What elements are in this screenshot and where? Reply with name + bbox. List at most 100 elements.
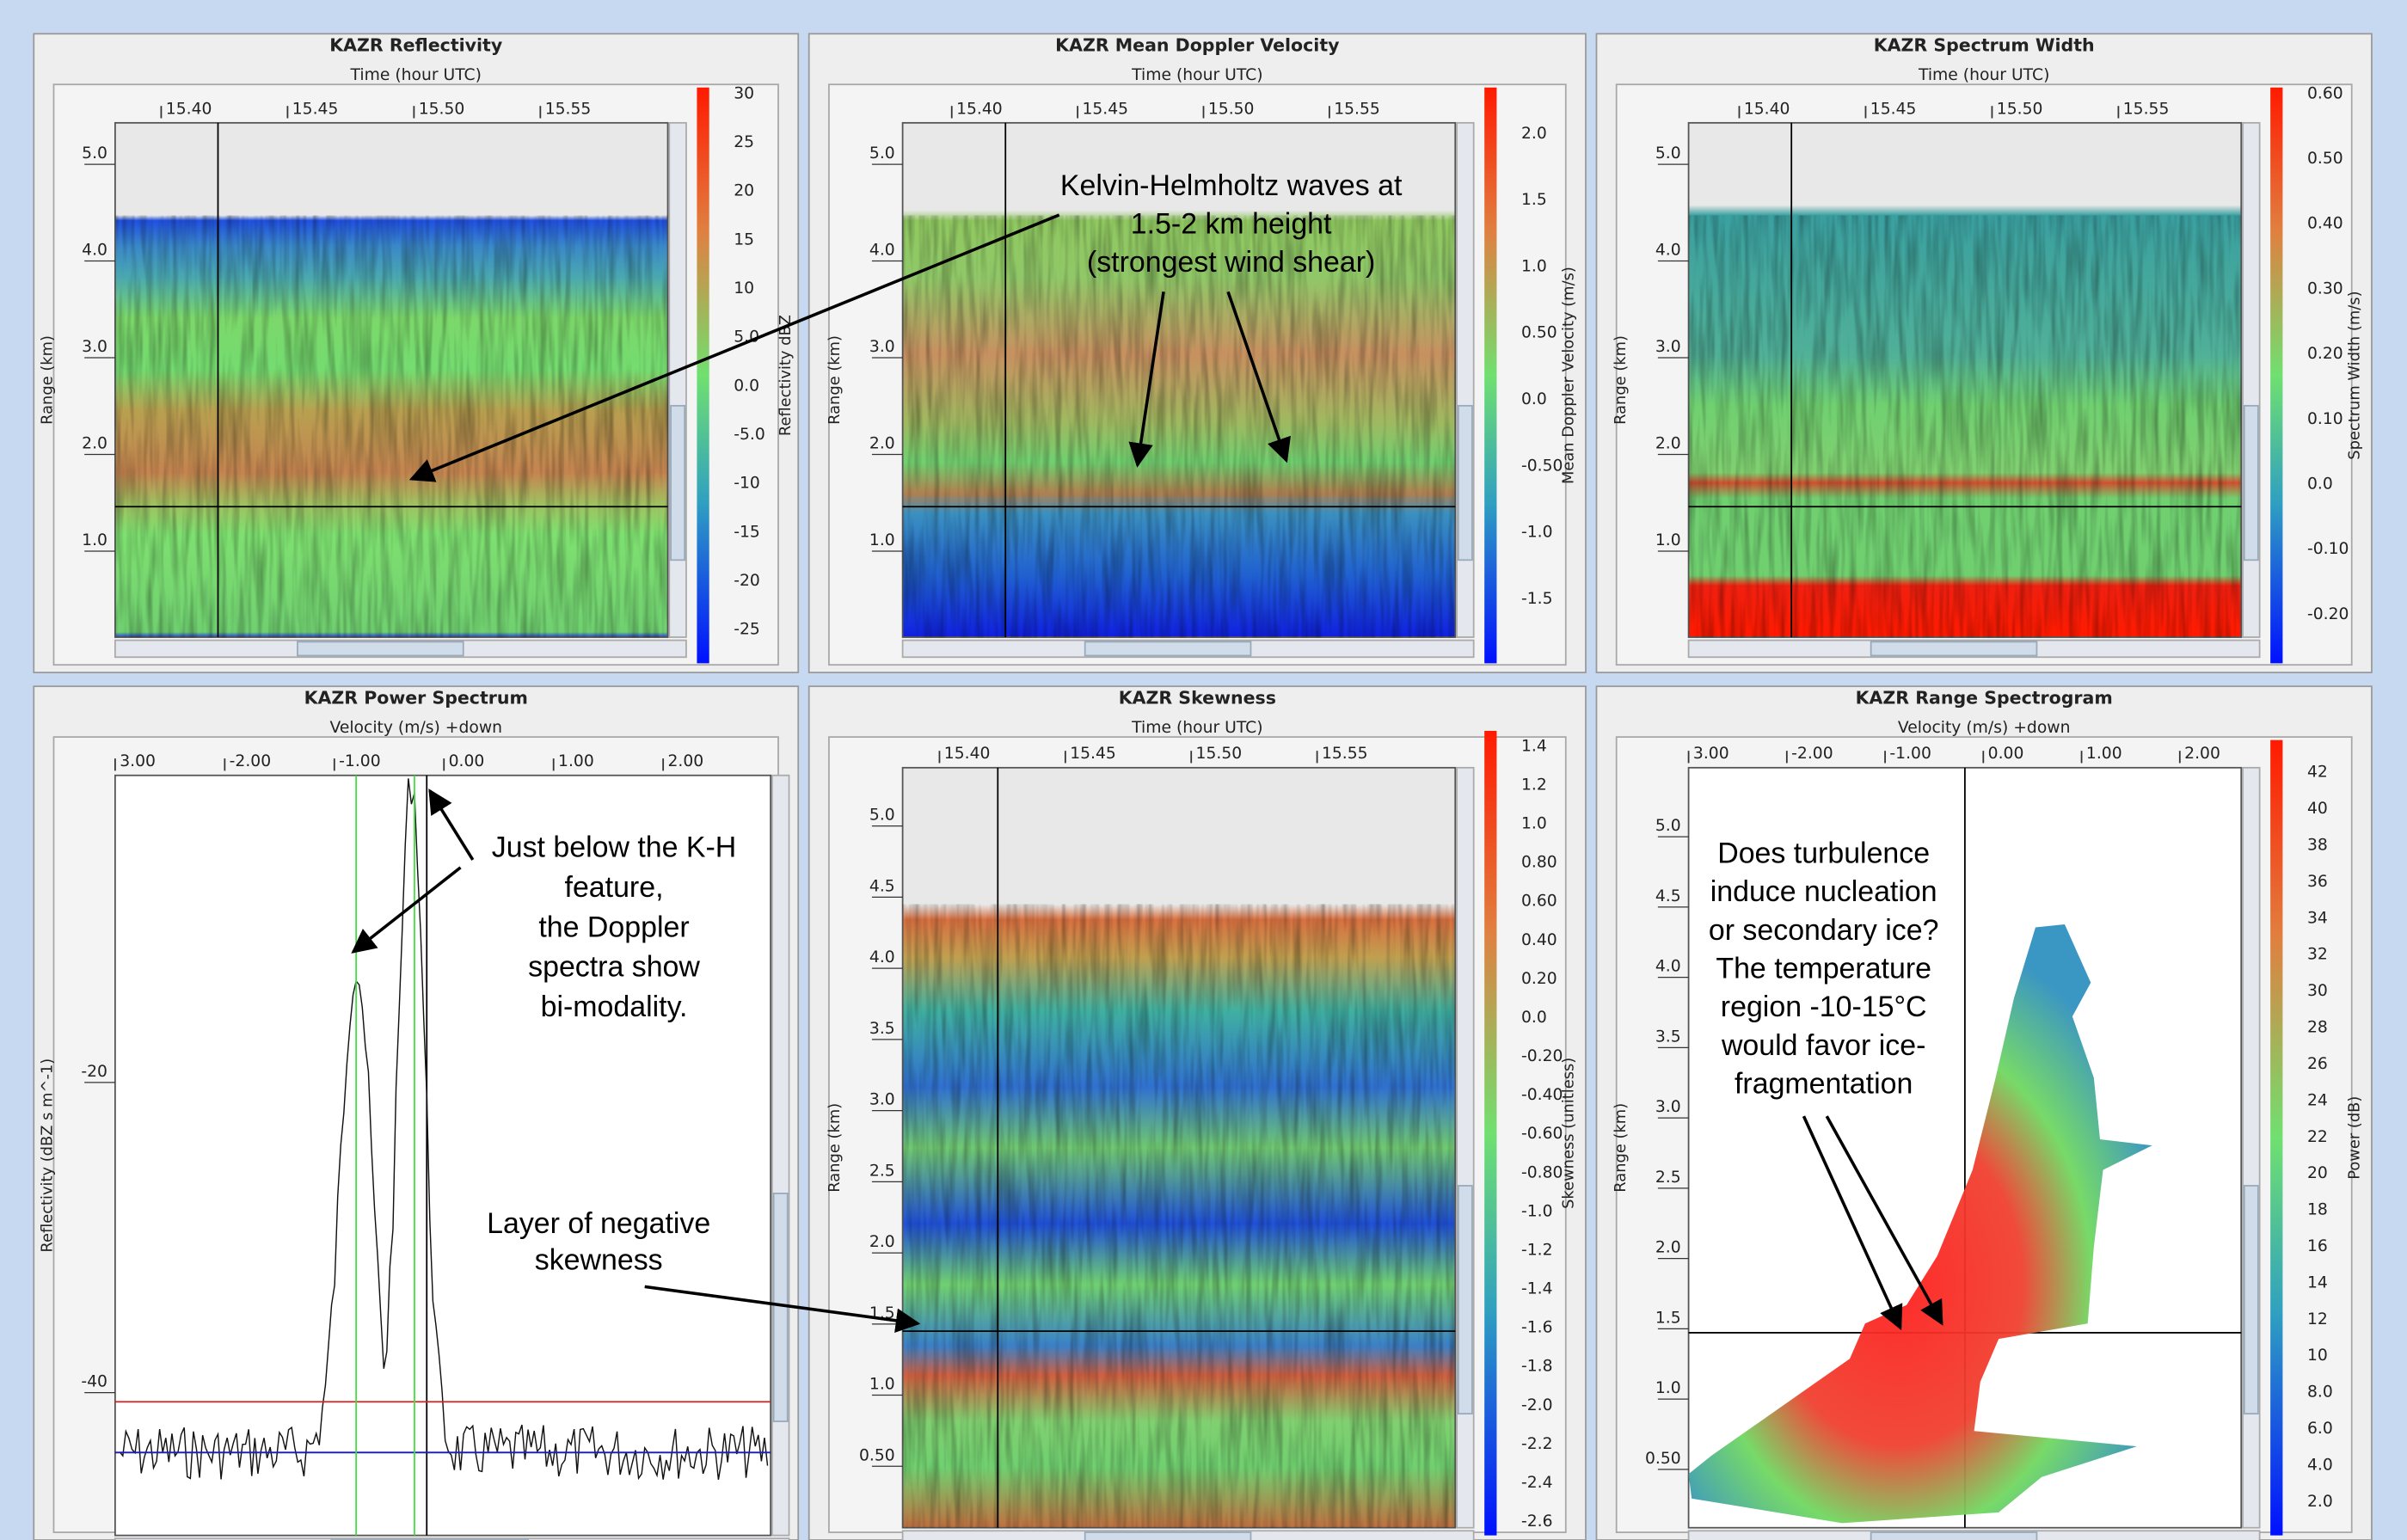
colorbar-tick-label: -0.50 [1521, 457, 1563, 475]
colorbar-tick-label: -1.2 [1521, 1241, 1553, 1259]
horizontal-scroll-thumb [297, 641, 464, 657]
y-tick-label: 5.0 [82, 144, 107, 163]
y-tick-label: 2.0 [869, 435, 895, 453]
colorbar-tick-label: 2.0 [1521, 125, 1547, 143]
colorbar-tick-label: -0.10 [2307, 540, 2349, 558]
y-tick-label: -40 [81, 1373, 107, 1391]
annotation-arrow [428, 788, 475, 861]
colorbar-tick-label: 0.50 [2307, 150, 2343, 168]
data-texture [1688, 215, 2242, 638]
colorbar-tick-label: 42 [2307, 764, 2328, 782]
colorbar-tick-label: 36 [2307, 873, 2328, 891]
y-axis-label: Range (km) [38, 335, 56, 425]
panel-title: KAZR Mean Doppler Velocity [1055, 35, 1339, 56]
colorbar-label: Spectrum Width (m/s) [2345, 291, 2363, 459]
colorbar-tick-label: -0.20 [1521, 1047, 1563, 1065]
y-tick-label: 5.0 [869, 144, 895, 163]
annotation-arrow [1825, 1115, 1943, 1326]
colorbar-tick-label: 16 [2307, 1237, 2328, 1255]
annotation-arrow [351, 866, 462, 954]
y-tick-label: 4.0 [869, 948, 895, 966]
colorbar-tick-label: 0.40 [2307, 215, 2343, 233]
x-tick-label: 1.00 [558, 752, 594, 770]
x-tick-label: 0.00 [1988, 745, 2024, 763]
colorbar-tick-label: 0.60 [1521, 893, 1557, 911]
colorbar-tick-label: 12 [2307, 1310, 2328, 1328]
x-tick-label: 3.00 [1693, 745, 1729, 763]
colorbar-label: Reflectivity dBZ [777, 315, 795, 436]
y-tick-label: 2.0 [1655, 435, 1681, 453]
y-tick-label: 1.0 [869, 531, 895, 549]
y-tick-label: 3.0 [82, 338, 107, 356]
y-tick-label: 3.0 [869, 338, 895, 356]
y-tick-label: 2.5 [869, 1162, 895, 1180]
colorbar-tick-label: 34 [2307, 909, 2328, 927]
colorbar-tick-label: 0.20 [2307, 345, 2343, 363]
colorbar-tick-label: 0.30 [2307, 279, 2343, 298]
x-tick-label: -2.00 [230, 752, 271, 770]
y-tick-label: 1.0 [1655, 1379, 1681, 1397]
x-tick-label: 15.50 [1208, 100, 1255, 118]
y-tick-label: 4.0 [1655, 242, 1681, 260]
y-tick-label: 3.0 [1655, 1098, 1681, 1116]
x-tick-label: 15.50 [419, 100, 465, 118]
colorbar-tick-label: 0.0 [734, 377, 759, 395]
colorbar-tick-label: 1.5 [1521, 191, 1547, 209]
colorbar-tick-label: 4.0 [2307, 1456, 2333, 1474]
y-tick-label: 5.0 [869, 807, 895, 825]
spectrum-trace [119, 778, 769, 1481]
x-tick-label: 15.40 [166, 100, 212, 118]
y-axis-label: Range (km) [1612, 1103, 1630, 1193]
y-tick-label: 0.50 [1645, 1450, 1681, 1468]
annotation-text: fragmentation [1735, 1067, 1913, 1100]
panel-title: KAZR Spectrum Width [1874, 35, 2095, 56]
annotation-arrow [408, 213, 1060, 482]
y-tick-label: 3.5 [1655, 1028, 1681, 1046]
colorbar-tick-label: 15 [734, 230, 754, 248]
x-tick-label: 2.00 [668, 752, 704, 770]
x-tick-label: 15.50 [1997, 100, 2043, 118]
y-tick-label: 4.0 [1655, 958, 1681, 976]
colorbar-tick-label: -1.8 [1521, 1358, 1553, 1376]
colorbar-tick-label: -0.60 [1521, 1125, 1563, 1143]
y-tick-label: 1.5 [1655, 1309, 1681, 1327]
colorbar-tick-label: 6.0 [2307, 1420, 2333, 1438]
colorbar-tick-label: 1.0 [1521, 257, 1547, 275]
colorbar [2270, 87, 2283, 664]
x-tick-label: 15.55 [2123, 100, 2170, 118]
vertical-scroll-thumb [1457, 1185, 1473, 1415]
y-axis-label: Range (km) [826, 1103, 844, 1193]
y-tick-label: 4.0 [82, 242, 107, 260]
colorbar-tick-label: -1.4 [1521, 1280, 1553, 1298]
x-axis-label: Time (hour UTC) [1918, 66, 2049, 84]
x-tick-label: 15.55 [1334, 100, 1380, 118]
x-tick-label: 15.40 [956, 100, 1003, 118]
y-tick-label: 4.5 [869, 877, 895, 895]
vertical-scroll-thumb [670, 404, 686, 561]
colorbar-label: Power (dB) [2345, 1096, 2363, 1180]
x-tick-label: -1.00 [1889, 745, 1931, 763]
annotation-text: (strongest wind shear) [1087, 246, 1375, 279]
colorbar-tick-label: 0.80 [1521, 854, 1557, 872]
y-tick-label: 3.0 [869, 1091, 895, 1109]
vertical-scroll-thumb [772, 1192, 789, 1422]
colorbar-label: Mean Doppler Velocity (m/s) [1559, 267, 1577, 484]
annotation-text: Just below the K-H [492, 831, 737, 863]
x-tick-label: 0.00 [449, 752, 485, 770]
colorbar-tick-label: 0.20 [1521, 970, 1557, 988]
colorbar-tick-label: 10 [2307, 1347, 2328, 1365]
colorbar-tick-label: 28 [2307, 1019, 2328, 1037]
y-tick-label: 5.0 [1655, 817, 1681, 835]
horizontal-scroll-thumb [1084, 1531, 1252, 1540]
annotation-text: skewness [535, 1244, 663, 1277]
colorbar-tick-label: 18 [2307, 1201, 2328, 1219]
colorbar [697, 87, 709, 664]
y-tick-label: 1.0 [1655, 531, 1681, 549]
annotation-text: Does turbulence [1717, 837, 1930, 870]
x-tick-label: 1.00 [2086, 745, 2122, 763]
annotation-arrow [1128, 291, 1165, 468]
colorbar-tick-label: 0.10 [2307, 410, 2343, 428]
colorbar-tick-label: 40 [2307, 800, 2328, 818]
